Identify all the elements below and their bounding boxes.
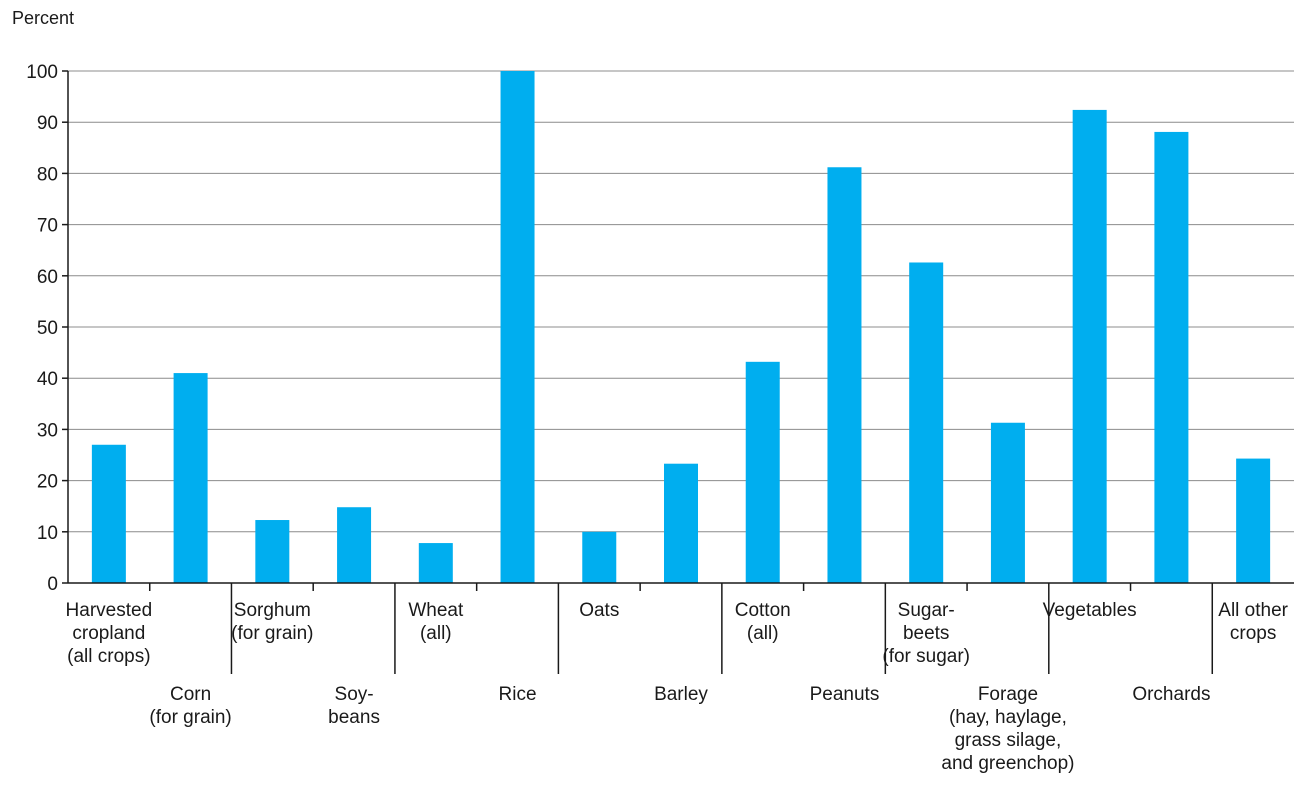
x-axis-labels: Harvested cropland (all crops) Corn (for gra… bbox=[66, 600, 1289, 774]
bars bbox=[91, 71, 1271, 584]
bar bbox=[255, 520, 290, 583]
x-tick-label: Forage (hay, haylage, grass silage, and gre… bbox=[941, 684, 1074, 774]
y-tick-label: 0 bbox=[47, 574, 58, 595]
bar bbox=[827, 167, 862, 584]
x-tick-label: Sorghum (for grain) bbox=[231, 600, 313, 644]
x-tick-label: Sugar-beets (for sugar) bbox=[882, 600, 970, 667]
x-tick-label: Oats bbox=[579, 600, 619, 621]
y-axis-label: Percent bbox=[12, 8, 74, 28]
x-tick-label: Soy-beans bbox=[328, 684, 380, 728]
x-tick-label: Peanuts bbox=[810, 684, 880, 705]
y-tick-label: 60 bbox=[37, 267, 58, 288]
bar bbox=[909, 262, 944, 583]
bar bbox=[664, 463, 698, 583]
y-tick-label: 20 bbox=[37, 472, 58, 493]
y-tick-label: 70 bbox=[37, 216, 58, 237]
bar bbox=[173, 373, 208, 583]
y-tick-label: 100 bbox=[26, 62, 58, 83]
axes bbox=[67, 71, 1294, 674]
bar bbox=[500, 71, 535, 583]
x-tick-label: Wheat (all) bbox=[408, 600, 464, 644]
bar bbox=[1154, 131, 1189, 584]
bar bbox=[990, 422, 1025, 583]
y-tick-label: 90 bbox=[37, 113, 58, 134]
x-tick-label: All other crops bbox=[1218, 600, 1288, 644]
x-tick-label: Harvested cropland (all crops) bbox=[66, 600, 153, 667]
gridlines bbox=[68, 70, 1294, 533]
y-tick-label: 30 bbox=[37, 420, 58, 441]
y-tick-label: 40 bbox=[37, 369, 58, 390]
y-tick-label: 10 bbox=[37, 523, 58, 544]
y-tick-label: 80 bbox=[37, 164, 58, 185]
x-tick-label: Orchards bbox=[1132, 684, 1210, 705]
y-axis-ticks: 0 10 20 30 40 50 60 70 80 90 100 bbox=[26, 62, 68, 595]
x-tick-label: Corn (for grain) bbox=[149, 684, 231, 728]
x-tick-label: Cotton (all) bbox=[735, 600, 791, 644]
y-tick-label: 50 bbox=[37, 318, 58, 339]
x-tick-label: Vegetables bbox=[1043, 600, 1137, 621]
bar bbox=[1072, 109, 1107, 584]
bar bbox=[337, 507, 372, 583]
bar bbox=[745, 361, 780, 583]
bar bbox=[91, 444, 126, 583]
x-tick-label: Rice bbox=[499, 684, 537, 705]
bar bbox=[1236, 458, 1271, 583]
x-tick-label: Barley bbox=[654, 684, 708, 705]
bar bbox=[418, 543, 453, 583]
bar bbox=[582, 531, 617, 583]
